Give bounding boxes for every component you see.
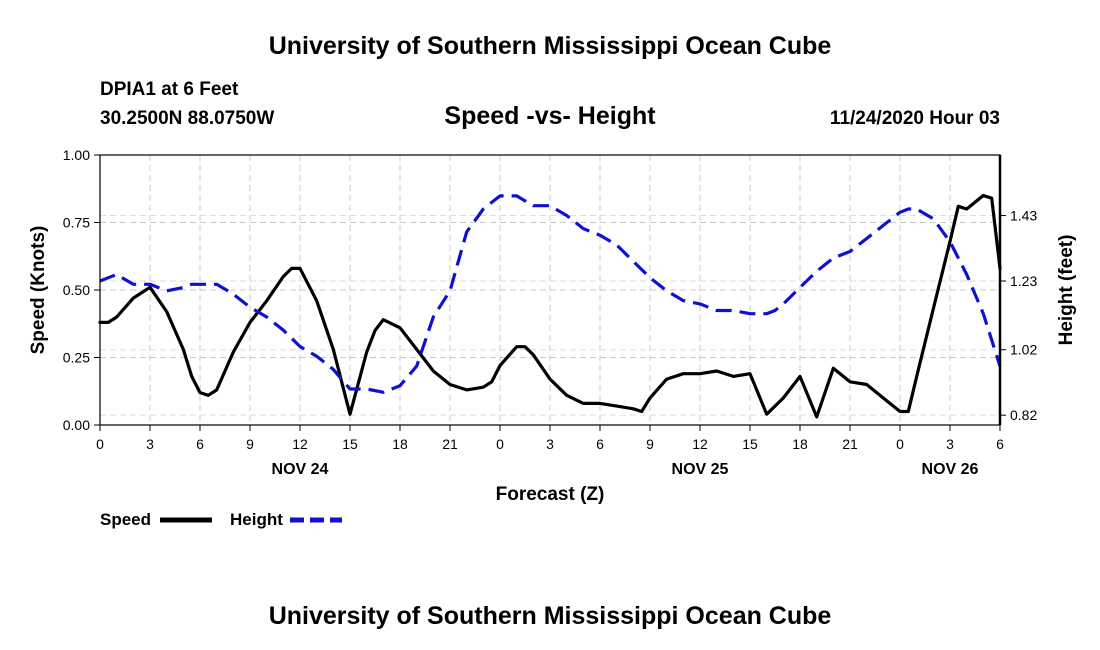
- x-tick-label: 6: [196, 436, 204, 452]
- top-title: University of Southern Mississippi Ocean…: [269, 32, 832, 60]
- x-tick-label: 3: [546, 436, 554, 452]
- x-tick-label: 12: [692, 436, 708, 452]
- x-tick-label: 12: [292, 436, 308, 452]
- y-left-tick-label: 0.25: [63, 350, 90, 366]
- legend-height-label: Height: [230, 510, 283, 529]
- x-tick-label: 0: [896, 436, 904, 452]
- coordinates-label: 30.2500N 88.0750W: [100, 108, 274, 129]
- x-tick-label: 0: [496, 436, 504, 452]
- series-lines: [98, 193, 1002, 419]
- x-tick-label: 21: [442, 436, 458, 452]
- x-tick-label: 3: [946, 436, 954, 452]
- day-label: NOV 25: [672, 461, 729, 478]
- day-label: NOV 24: [272, 461, 329, 478]
- x-tick-label: 0: [96, 436, 104, 452]
- y-right-tick-label: 1.43: [1010, 208, 1037, 224]
- legend-speed-label: Speed: [100, 510, 151, 529]
- chart-title: Speed -vs- Height: [444, 102, 656, 130]
- axes: 0 3 6 9 12 15 18 21 0 3 6 9 12 15 18 21 0 3 6 NOV 24 NOV 25 N…: [63, 147, 1038, 478]
- timestamp-label: 11/24/2020 Hour 03: [830, 108, 1000, 129]
- legend: Speed Height: [100, 510, 342, 529]
- x-axis-title: Forecast (Z): [496, 484, 605, 505]
- x-tick-label: 15: [742, 436, 758, 452]
- x-tick-label: 18: [392, 436, 408, 452]
- x-tick-label: 18: [792, 436, 808, 452]
- bottom-title: University of Southern Mississippi Ocean…: [269, 602, 832, 630]
- y-right-tick-label: 1.02: [1010, 342, 1037, 358]
- x-tick-label: 15: [342, 436, 358, 452]
- x-tick-label: 6: [996, 436, 1004, 452]
- y-left-tick-label: 0.00: [63, 417, 90, 433]
- x-tick-label: 21: [842, 436, 858, 452]
- x-tick-label: 6: [596, 436, 604, 452]
- y-left-tick-label: 1.00: [63, 147, 90, 163]
- y-right-axis-title: Height (feet): [1056, 235, 1077, 346]
- speed-series-line: [98, 193, 1002, 419]
- y-left-axis-title: Speed (Knots): [28, 226, 49, 355]
- x-tick-label: 9: [246, 436, 254, 452]
- day-label: NOV 26: [922, 461, 979, 478]
- y-right-tick-label: 0.82: [1010, 407, 1037, 423]
- x-tick-label: 9: [646, 436, 654, 452]
- station-label: DPIA1 at 6 Feet: [100, 79, 239, 100]
- y-left-tick-label: 0.75: [63, 215, 90, 231]
- x-tick-label: 3: [146, 436, 154, 452]
- height-series-line: [99, 194, 1002, 394]
- y-left-tick-label: 0.50: [63, 282, 90, 298]
- y-right-tick-label: 1.23: [1010, 273, 1037, 289]
